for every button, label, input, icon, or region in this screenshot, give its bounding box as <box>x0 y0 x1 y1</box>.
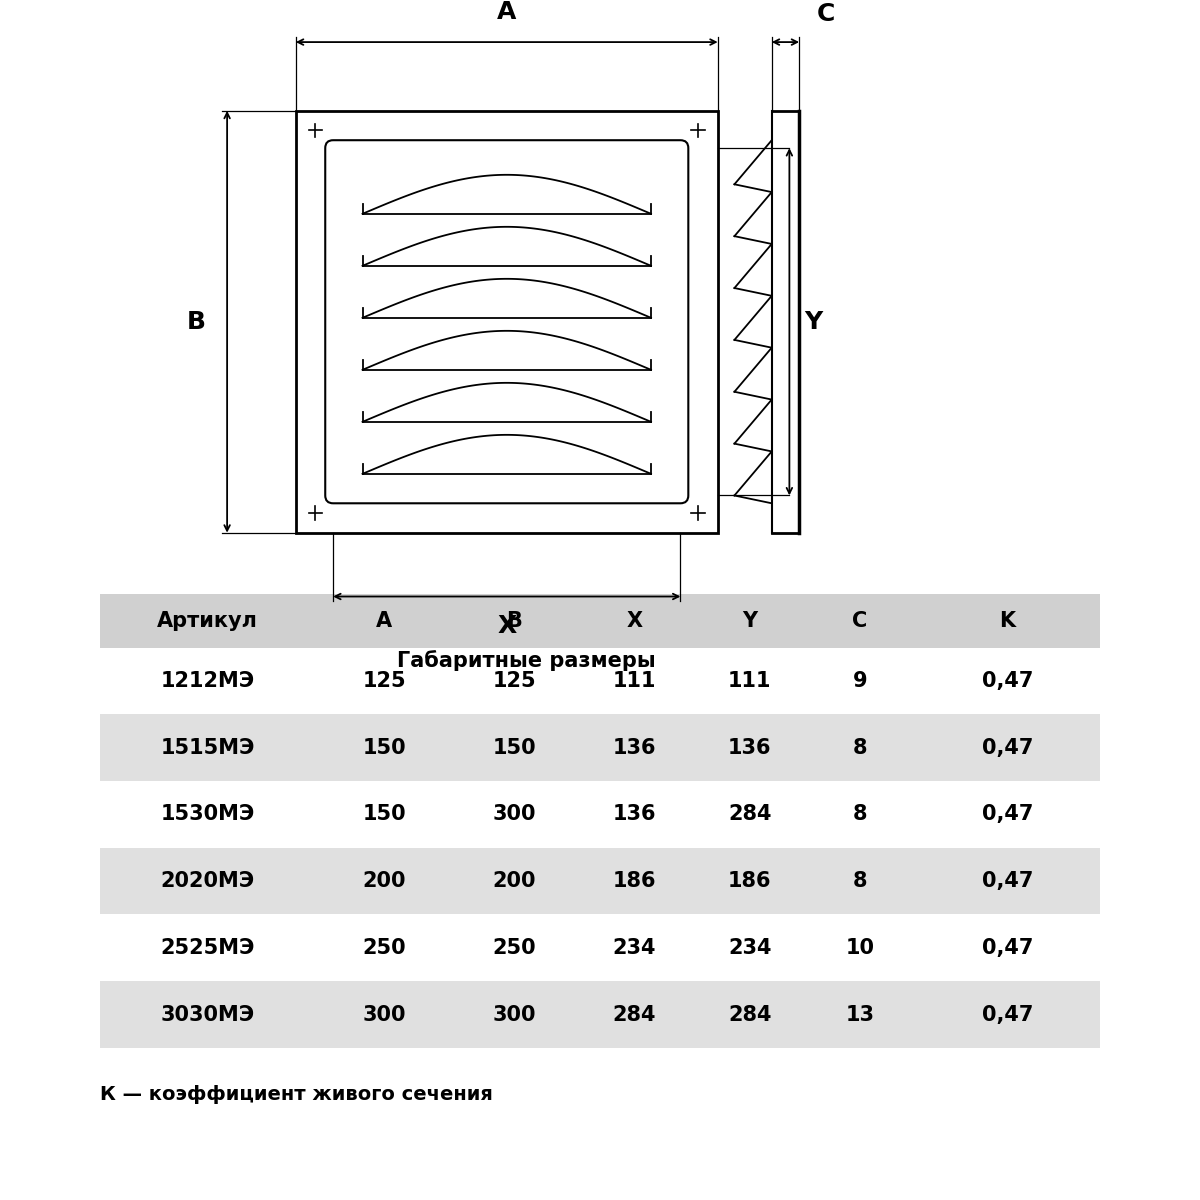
Text: X: X <box>497 614 516 638</box>
Text: 250: 250 <box>362 938 406 958</box>
Text: 284: 284 <box>612 1004 656 1025</box>
Text: K: K <box>1000 611 1015 630</box>
Text: К — коэффициент живого сечения: К — коэффициент живого сечения <box>100 1085 492 1104</box>
Bar <box>100 594 1100 648</box>
Text: А: А <box>497 0 516 24</box>
Text: 8: 8 <box>853 738 868 757</box>
Text: 300: 300 <box>492 1004 536 1025</box>
Text: 136: 136 <box>612 804 656 824</box>
Text: 0,47: 0,47 <box>982 871 1033 892</box>
Text: 0,47: 0,47 <box>982 738 1033 757</box>
Text: 136: 136 <box>728 738 772 757</box>
Text: 234: 234 <box>612 938 656 958</box>
Text: 9: 9 <box>853 671 868 691</box>
Text: 125: 125 <box>492 671 536 691</box>
Text: 3030МЭ: 3030МЭ <box>161 1004 254 1025</box>
Text: 0,47: 0,47 <box>982 804 1033 824</box>
Text: 136: 136 <box>612 738 656 757</box>
Text: C: C <box>852 611 868 630</box>
Text: Y: Y <box>804 310 822 334</box>
Text: 8: 8 <box>853 804 868 824</box>
Text: A: A <box>376 611 392 630</box>
Text: 250: 250 <box>492 938 536 958</box>
Text: 8: 8 <box>853 871 868 892</box>
Text: 0,47: 0,47 <box>982 671 1033 691</box>
Text: 1212МЭ: 1212МЭ <box>161 671 254 691</box>
Text: X: X <box>626 611 642 630</box>
Text: 200: 200 <box>362 871 406 892</box>
FancyBboxPatch shape <box>325 140 689 503</box>
Text: 13: 13 <box>846 1004 875 1025</box>
Text: 0,47: 0,47 <box>982 1004 1033 1025</box>
Text: 284: 284 <box>728 804 772 824</box>
Text: 1515МЭ: 1515МЭ <box>161 738 254 757</box>
Text: Y: Y <box>742 611 757 630</box>
Text: 300: 300 <box>362 1004 406 1025</box>
Text: 111: 111 <box>728 671 772 691</box>
Text: 186: 186 <box>728 871 772 892</box>
Bar <box>100 714 1100 781</box>
Text: 200: 200 <box>492 871 536 892</box>
Text: 150: 150 <box>362 738 406 757</box>
Text: 2020МЭ: 2020МЭ <box>161 871 254 892</box>
Text: 10: 10 <box>846 938 875 958</box>
Text: 300: 300 <box>492 804 536 824</box>
Text: 111: 111 <box>612 671 656 691</box>
Text: 234: 234 <box>728 938 772 958</box>
Text: 1530МЭ: 1530МЭ <box>161 804 254 824</box>
Text: C: C <box>817 2 835 26</box>
Text: B: B <box>186 310 205 334</box>
Text: 150: 150 <box>492 738 536 757</box>
Text: Габаритные размеры: Габаритные размеры <box>397 650 655 671</box>
Bar <box>296 110 718 533</box>
Bar <box>100 847 1100 914</box>
Text: 2525МЭ: 2525МЭ <box>161 938 254 958</box>
Text: 0,47: 0,47 <box>982 938 1033 958</box>
Text: 284: 284 <box>728 1004 772 1025</box>
Bar <box>100 982 1100 1048</box>
Text: B: B <box>506 611 522 630</box>
Text: 150: 150 <box>362 804 406 824</box>
Text: 125: 125 <box>362 671 406 691</box>
Text: 186: 186 <box>612 871 656 892</box>
Text: Артикул: Артикул <box>157 611 258 630</box>
